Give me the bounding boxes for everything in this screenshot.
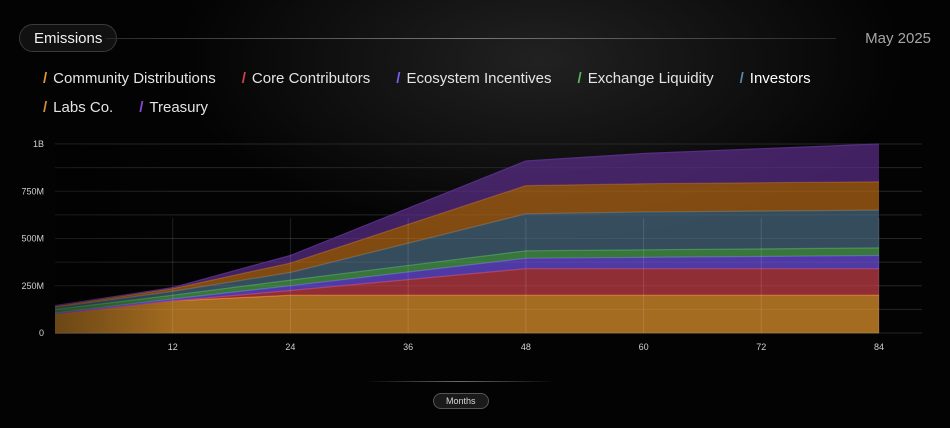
legend-label: Exchange Liquidity xyxy=(587,70,714,87)
x-axis-title-divider xyxy=(365,381,555,382)
x-tick-label: 72 xyxy=(756,342,766,352)
y-tick-label: 500M xyxy=(21,234,44,244)
legend-label: Investors xyxy=(749,70,811,87)
legend-slash-icon: / xyxy=(396,70,401,87)
legend-item-core-contributors[interactable]: / Core Contributors xyxy=(242,68,371,89)
chart-title: Emissions xyxy=(34,29,103,47)
legend-label: Labs Co. xyxy=(53,99,114,116)
legend-slash-icon: / xyxy=(43,70,48,87)
legend-item-community-distributions[interactable]: / Community Distributions xyxy=(43,68,216,89)
y-tick-label: 1B xyxy=(33,139,44,149)
vertical-guides xyxy=(172,218,880,333)
y-tick-label: 250M xyxy=(21,281,44,291)
x-axis-title-pill[interactable]: Months xyxy=(433,393,489,409)
legend-item-exchange-liquidity[interactable]: / Exchange Liquidity xyxy=(578,68,714,89)
x-tick-label: 84 xyxy=(874,342,884,352)
x-tick-label: 24 xyxy=(285,342,295,352)
x-axis: 12 24 36 48 60 72 84 xyxy=(55,333,884,352)
legend-item-ecosystem-incentives[interactable]: / Ecosystem Incentives xyxy=(396,68,551,89)
legend-slash-icon: / xyxy=(43,99,48,116)
area-fade-overlay xyxy=(55,144,879,333)
date-label: May 2025 xyxy=(865,30,931,47)
legend-item-investors[interactable]: / Investors xyxy=(740,68,811,89)
legend-item-labs-co[interactable]: / Labs Co. xyxy=(43,97,113,118)
legend-slash-icon: / xyxy=(739,70,744,87)
legend-slash-icon: / xyxy=(577,70,582,87)
x-axis-title: Months xyxy=(446,396,476,406)
legend-label: Community Distributions xyxy=(53,70,216,87)
legend-label: Ecosystem Incentives xyxy=(406,70,552,87)
legend-slash-icon: / xyxy=(139,99,144,116)
legend-label: Core Contributors xyxy=(251,70,371,87)
header-divider xyxy=(106,38,836,39)
y-tick-label: 750M xyxy=(21,186,44,196)
x-tick-label: 36 xyxy=(403,342,413,352)
legend-item-treasury[interactable]: / Treasury xyxy=(139,97,208,118)
legend-label: Treasury xyxy=(149,99,209,116)
chart-title-pill[interactable]: Emissions xyxy=(19,24,118,52)
area-series xyxy=(54,143,880,333)
x-tick-label: 12 xyxy=(168,342,178,352)
chart-legend: / Community Distributions / Core Contrib… xyxy=(43,68,863,118)
y-axis: 0 250M 500M 750M 1B xyxy=(21,139,44,338)
legend-slash-icon: / xyxy=(241,70,246,87)
y-tick-label: 0 xyxy=(39,328,44,338)
x-tick-label: 60 xyxy=(639,342,649,352)
x-tick-label: 48 xyxy=(521,342,531,352)
